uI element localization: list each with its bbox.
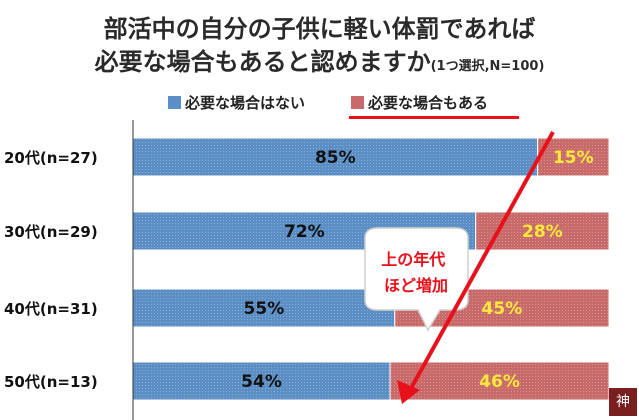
callout-bubble bbox=[364, 227, 469, 332]
chart-title-line2: 必要な場合もあると認めますか(1つ選択,N=100) bbox=[0, 42, 639, 77]
chart-title-line1: 部活中の自分の子供に軽い体罰であれば bbox=[103, 15, 536, 43]
bar-texture-series-b-0 bbox=[537, 138, 609, 176]
legend: 必要な場合はない 必要な場合もある bbox=[168, 92, 528, 119]
legend-item-series-b: 必要な場合もある bbox=[351, 92, 488, 113]
data-label-series-a-2: 55% bbox=[244, 299, 285, 319]
bar-texture-series-a-2 bbox=[133, 289, 395, 327]
category-label-0: 20代(n=27) bbox=[4, 149, 98, 167]
legend-item-series-a: 必要な場合はない bbox=[168, 92, 305, 113]
data-label-series-a-0: 85% bbox=[315, 148, 356, 168]
trend-callout: 上の年代 ほど増加 bbox=[364, 227, 469, 332]
legend-label-series-a: 必要な場合はない bbox=[185, 94, 306, 112]
corner-seal: 神 bbox=[609, 388, 637, 416]
callout-line1: 上の年代 bbox=[381, 250, 445, 269]
legend-swatch-series-a bbox=[168, 96, 181, 109]
data-label-series-b-1: 28% bbox=[522, 222, 563, 242]
data-label-series-a-3: 54% bbox=[241, 372, 282, 392]
trend-arrow bbox=[397, 131, 555, 404]
bar-texture-series-b-3 bbox=[390, 362, 609, 400]
category-label-3: 50代(n=13) bbox=[4, 373, 98, 391]
data-label-series-b-3: 46% bbox=[479, 372, 520, 392]
bar-texture-series-a-3 bbox=[133, 362, 391, 400]
chart-title-main: 必要な場合もあると認めますか bbox=[94, 48, 431, 76]
data-label-series-a-1: 72% bbox=[284, 222, 325, 242]
legend-underline bbox=[349, 116, 519, 119]
category-label-1: 30代(n=29) bbox=[4, 223, 98, 241]
legend-swatch-series-b bbox=[351, 96, 364, 109]
callout-line2: ほど増加 bbox=[384, 276, 448, 295]
category-label-2: 40代(n=31) bbox=[4, 300, 98, 318]
callout-text: 上の年代 ほど増加 bbox=[381, 250, 451, 295]
bar-texture-series-a-0 bbox=[133, 138, 538, 176]
data-label-series-b-2: 45% bbox=[482, 299, 523, 319]
chart-subtitle: (1つ選択,N=100) bbox=[430, 59, 545, 74]
legend-label-series-b: 必要な場合もある bbox=[368, 94, 489, 112]
data-label-series-b-0: 15% bbox=[553, 148, 594, 168]
trend-arrow-head bbox=[397, 380, 420, 404]
trend-arrow-shaft bbox=[407, 131, 555, 393]
